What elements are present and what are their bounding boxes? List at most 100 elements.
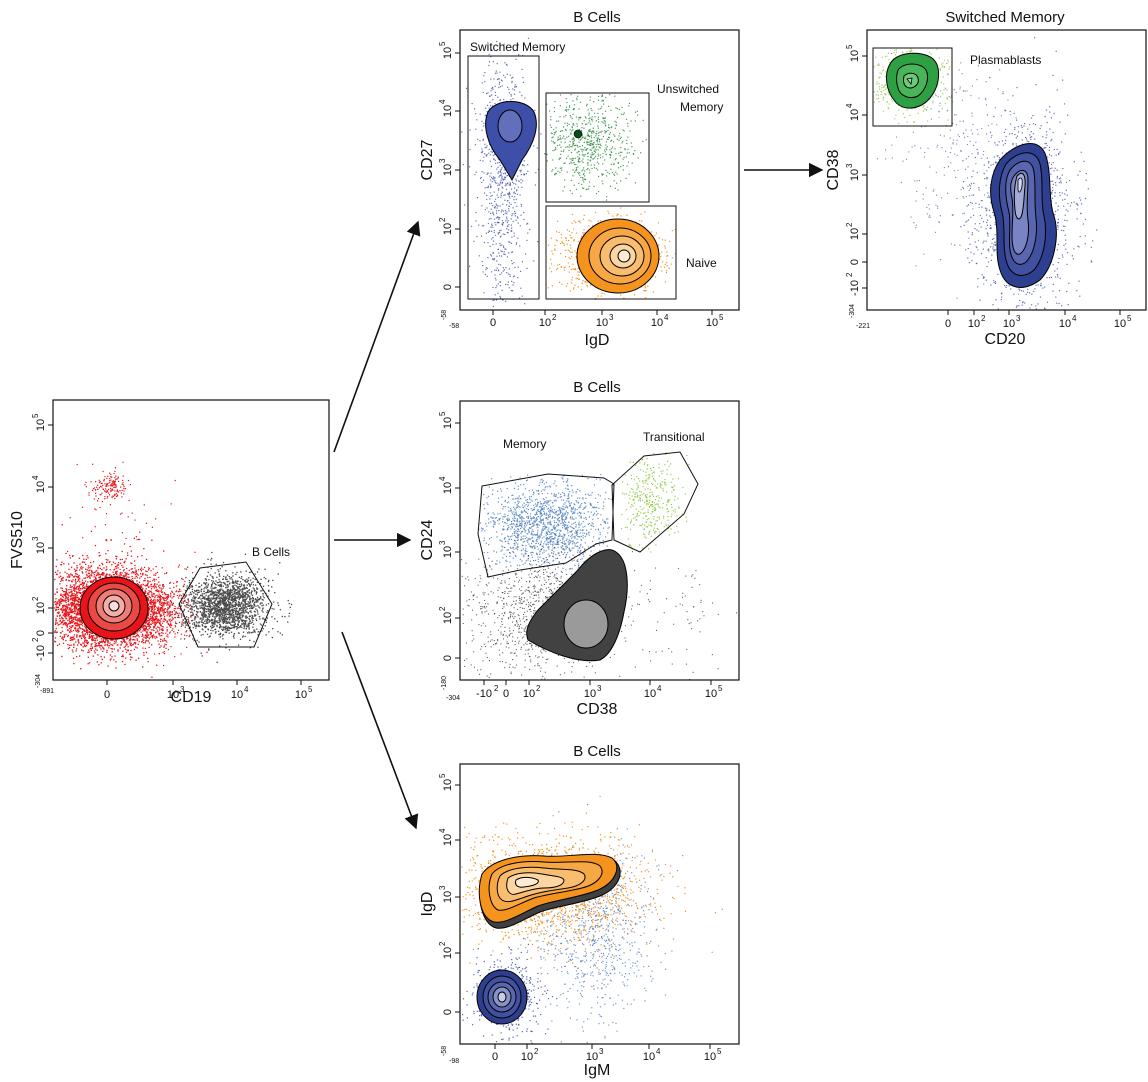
y-tick-exponent: 4 — [438, 476, 447, 481]
y-tick-exponent: 3 — [845, 163, 854, 168]
contour-switched-memory — [485, 101, 537, 182]
x-tick-label: 10 — [586, 1051, 598, 1063]
x-axis-label: CD19 — [171, 689, 212, 706]
x-tick-label: -10 — [476, 688, 492, 700]
x-tick-label: 10 — [539, 317, 551, 329]
x-tick-exponent: 5 — [718, 684, 723, 693]
gate-naive-label: Naive — [686, 256, 717, 270]
y-tick-label: 10 — [442, 417, 454, 429]
contour-unswitched-memory — [573, 129, 583, 139]
gate-plasmablasts-label: Plasmablasts — [970, 53, 1041, 67]
y-tick-label: 10 — [35, 481, 47, 493]
y-tick-label: -10 — [849, 280, 861, 296]
y-min-label: -304 — [849, 304, 856, 318]
y-tick-label: 10 — [35, 419, 47, 431]
y-tick-label: 10 — [442, 105, 454, 117]
x-min-label: -304 — [446, 695, 460, 702]
gate-unswitched-memory — [545, 92, 650, 203]
gate-b-cells — [178, 561, 273, 648]
y-tick-label: 0 — [442, 284, 454, 290]
panel-title: B Cells — [573, 9, 621, 26]
y-tick-label: 10 — [442, 482, 454, 494]
gate-switched-memory — [467, 55, 540, 300]
x-tick-exponent: 5 — [308, 685, 313, 694]
y-tick-exponent: 2 — [438, 941, 447, 946]
y-tick-exponent: 2 — [845, 272, 854, 277]
y-axis-label: CD38 — [825, 149, 842, 190]
y-tick-label: 10 — [849, 169, 861, 181]
y-axis-label: FVS510 — [9, 511, 26, 569]
x-tick-exponent: 4 — [244, 685, 249, 694]
y-tick-exponent: 2 — [31, 596, 40, 601]
y-tick-exponent: 4 — [438, 828, 447, 833]
y-tick-label: 10 — [442, 779, 454, 791]
x-tick-label: 10 — [584, 688, 596, 700]
y-tick-exponent: 2 — [438, 606, 447, 611]
x-tick-exponent: 4 — [1072, 314, 1077, 323]
y-axis-label: IgD — [419, 892, 436, 917]
y-tick-exponent: 5 — [438, 41, 447, 46]
x-tick-label: 10 — [295, 689, 307, 701]
arrow-to-cd27-igd — [333, 220, 421, 453]
x-tick-exponent: 3 — [599, 1047, 604, 1056]
gate-transitional — [611, 451, 699, 553]
contour-igd-igm-blue — [476, 969, 528, 1025]
contour-transitional-naive — [526, 549, 628, 662]
x-tick-label: 10 — [1059, 318, 1071, 330]
x-tick-label: 10 — [1003, 318, 1015, 330]
y-tick-label: 10 — [849, 50, 861, 62]
x-tick-label: 0 — [490, 317, 496, 329]
gate-unswitched-label-line1: Unswitched — [657, 82, 719, 96]
panel-cd27-igd: B Cells Switched Memory Unswitched Memor… — [419, 9, 740, 349]
contour-cd20-population — [990, 143, 1057, 288]
y-tick-exponent: 2 — [845, 222, 854, 227]
y-min-label: -58 — [441, 310, 448, 320]
y-tick-exponent: 5 — [31, 413, 40, 418]
y-tick-exponent: 4 — [31, 475, 40, 480]
x-min-label: -98 — [449, 1058, 459, 1065]
x-tick-exponent: 2 — [534, 1047, 539, 1056]
x-tick-label: 10 — [523, 688, 535, 700]
x-tick-exponent: 5 — [719, 313, 724, 322]
gate-switched-memory-label: Switched Memory — [470, 40, 565, 54]
plot-frame — [459, 763, 740, 1045]
x-tick-exponent: 3 — [609, 313, 614, 322]
x-axis-label: CD38 — [577, 701, 618, 718]
x-tick-label: 10 — [167, 689, 179, 701]
x-tick-exponent: 4 — [664, 313, 669, 322]
x-tick-label: 10 — [651, 317, 663, 329]
x-tick-label: 10 — [643, 1051, 655, 1063]
x-axis-label: IgD — [585, 332, 610, 349]
arrow-to-igd-igm — [341, 631, 419, 830]
x-tick-exponent: 2 — [981, 314, 986, 323]
y-tick-label: 0 — [442, 1009, 454, 1015]
y-tick-exponent: 3 — [438, 540, 447, 545]
y-tick-exponent: 2 — [31, 637, 40, 642]
x-tick-exponent: 2 — [494, 684, 499, 693]
x-axis-label: CD20 — [985, 331, 1026, 348]
y-tick-label: 10 — [442, 546, 454, 558]
x-tick-label: 0 — [492, 1051, 498, 1063]
x-tick-exponent: 5 — [717, 1047, 722, 1056]
y-tick-label: 10 — [442, 164, 454, 176]
y-tick-label: 10 — [442, 834, 454, 846]
x-tick-exponent: 4 — [656, 1047, 661, 1056]
y-tick-label: 0 — [849, 259, 861, 265]
gate-plasmablasts — [872, 47, 953, 127]
x-tick-label: 10 — [1114, 318, 1126, 330]
y-axis-label: CD27 — [419, 139, 436, 180]
gate-transitional-label: Transitional — [643, 430, 705, 444]
contour-naive — [576, 218, 660, 294]
y-tick-exponent: 3 — [438, 885, 447, 890]
y-tick-label: 10 — [442, 947, 454, 959]
x-tick-exponent: 3 — [180, 685, 185, 694]
x-tick-label: 10 — [644, 688, 656, 700]
y-tick-exponent: 4 — [845, 103, 854, 108]
y-tick-exponent: 2 — [438, 217, 447, 222]
x-tick-label: 10 — [706, 317, 718, 329]
contour-plasmablasts — [886, 52, 939, 109]
panel-cd38-cd20: Switched Memory Plasmablasts 0 10 2 10 3 10 4 1… — [825, 9, 1147, 348]
x-tick-label: 0 — [503, 688, 509, 700]
